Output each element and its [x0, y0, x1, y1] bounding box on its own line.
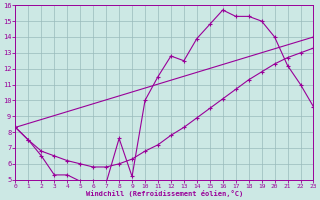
X-axis label: Windchill (Refroidissement éolien,°C): Windchill (Refroidissement éolien,°C) [86, 190, 243, 197]
